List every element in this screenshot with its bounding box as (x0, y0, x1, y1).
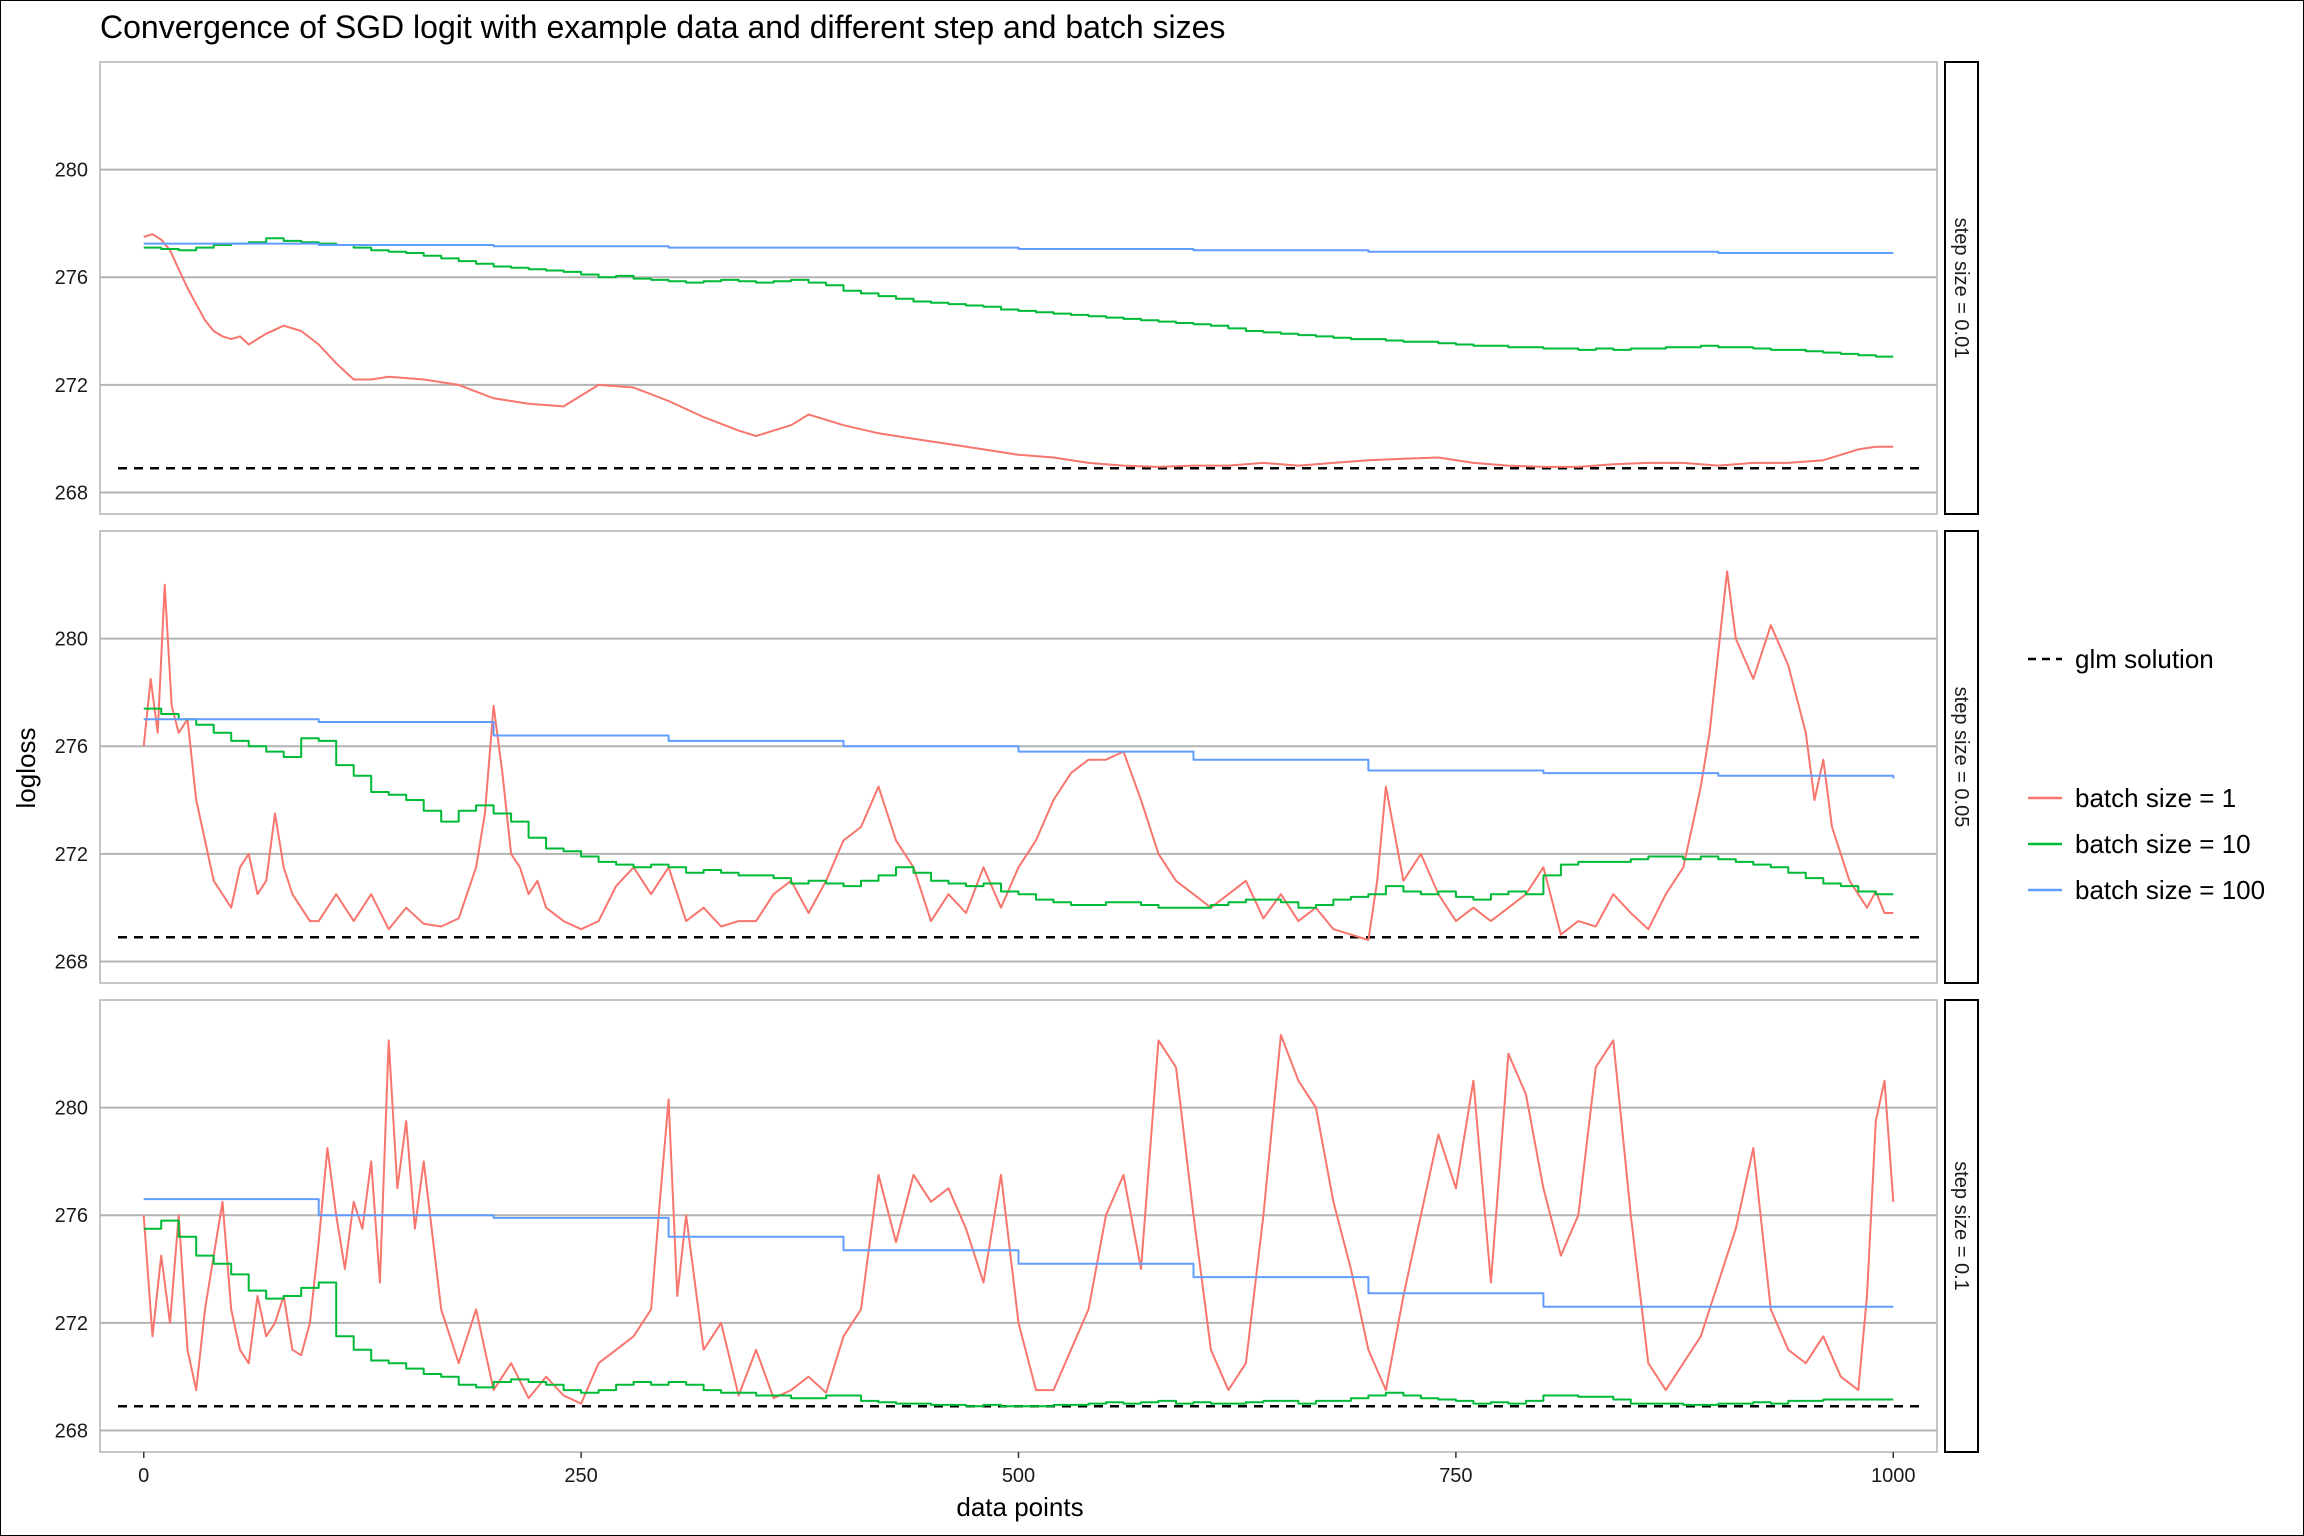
panel-2: 268 272 276 280 step size = 0.05 (55, 530, 1979, 984)
y-tick-label: 272 (55, 1313, 88, 1335)
y-tick-label: 280 (55, 629, 88, 651)
facet-strip-label: step size = 0.01 (1950, 218, 1972, 359)
series-line-batch-size-100 (143, 242, 1894, 254)
series-line-batch-size-10 (143, 237, 1894, 358)
series-line-batch-size-100 (143, 1198, 1894, 1308)
series-line-batch-size-100 (143, 718, 1895, 779)
y-tick-label: 272 (55, 375, 88, 397)
facet-strip (1944, 61, 1979, 515)
x-tick-label: 500 (1002, 1465, 1035, 1487)
panel-3: 268 272 276 280 step size = 0.1 0 250 500 750 100… (55, 999, 1979, 1487)
chart-title: Convergence of SGD logit with example da… (100, 9, 1225, 45)
y-tick-label: 280 (55, 1098, 88, 1120)
panel-border (99, 61, 1938, 515)
panel-border (99, 530, 1938, 984)
y-tick-label: 276 (55, 736, 88, 758)
facet-panels: 268 272 276 280 step size = 0.01 268 272 276 280… (55, 61, 1979, 1487)
series-line-batch-size-1 (142, 570, 1894, 941)
y-tick-label: 268 (55, 951, 88, 973)
x-axis-title: data points (956, 1492, 1083, 1522)
legend: glm solution batch size = 1 batch size = 1… (2028, 644, 2265, 905)
x-tick-label: 1000 (1871, 1465, 1916, 1487)
legend-label: batch size = 10 (2075, 829, 2251, 859)
series-line-batch-size-10 (143, 1219, 1894, 1408)
series-line-batch-size-1 (142, 1034, 1895, 1405)
y-tick-label: 272 (55, 844, 88, 866)
x-tick-label: 250 (564, 1465, 597, 1487)
y-tick-label: 268 (55, 1420, 88, 1442)
series-line-batch-size-1 (143, 233, 1894, 468)
legend-label-glm-solution: glm solution (2075, 644, 2214, 674)
facet-strip (1944, 530, 1979, 984)
facet-strip-label: step size = 0.1 (1950, 1161, 1972, 1291)
panel-1: 268 272 276 280 step size = 0.01 (55, 61, 1979, 515)
panel-border (99, 999, 1938, 1453)
facet-strip-label: step size = 0.05 (1950, 687, 1972, 828)
facet-strip (1944, 999, 1979, 1453)
y-tick-label: 276 (55, 1205, 88, 1227)
x-tick-label: 0 (138, 1465, 149, 1487)
y-tick-label: 276 (55, 267, 88, 289)
legend-label: batch size = 100 (2075, 875, 2265, 905)
y-tick-label: 268 (55, 482, 88, 504)
legend-label: batch size = 1 (2075, 783, 2236, 813)
y-tick-label: 280 (55, 160, 88, 182)
x-tick-label: 750 (1439, 1465, 1472, 1487)
y-axis-title: logloss (11, 728, 41, 809)
series-line-batch-size-10 (143, 707, 1894, 909)
